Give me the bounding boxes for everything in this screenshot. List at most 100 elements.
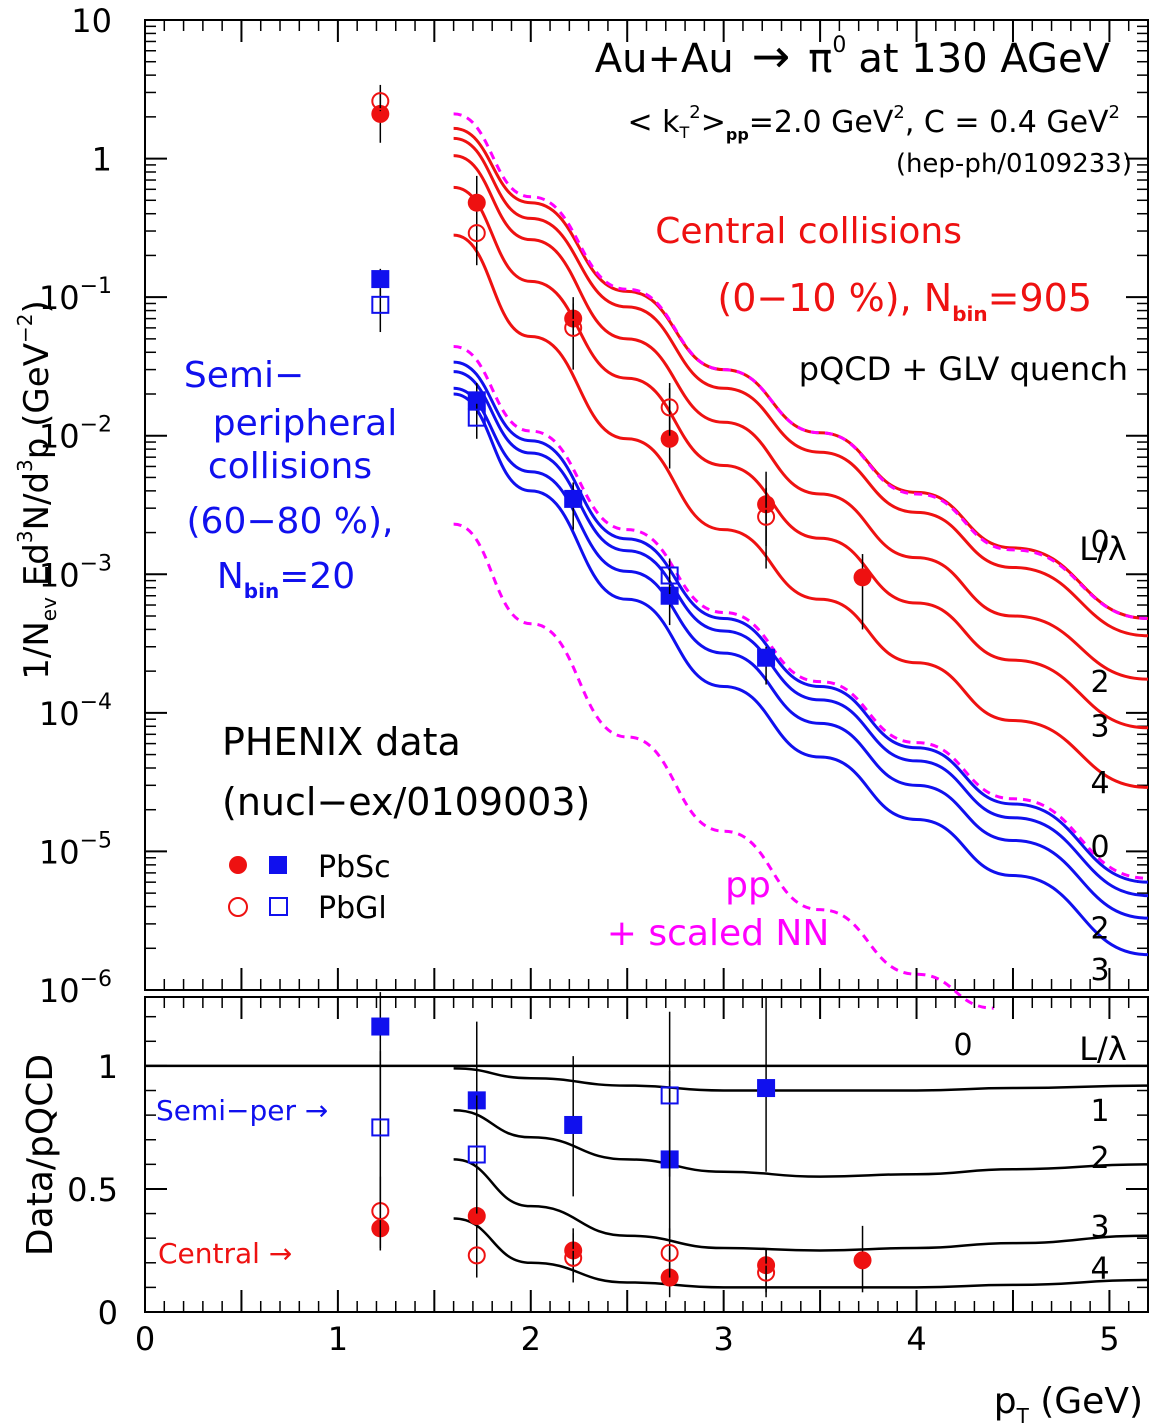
data-point-filled-circle (371, 104, 390, 123)
phenix-label: PHENIX data (222, 720, 461, 764)
bottom-curve-labels: 0 1 2 3 4 (953, 1028, 1109, 1287)
y-tick-label: 10−1 (39, 274, 112, 317)
curve-label: 3 (1090, 709, 1109, 744)
y-tick-label: 10 (71, 2, 112, 40)
data-point-filled-square (371, 270, 390, 289)
legend-pbsc: PbSc (318, 850, 391, 885)
data-point-open-square (660, 566, 679, 585)
semi-peripheral-label: Semi− peripheral collisions (60−80 %), N… (184, 355, 397, 603)
l-lambda-label-bottom: L/λ (1079, 1030, 1127, 1068)
curve-semi-solid (453, 386, 1149, 920)
data-point-filled-square (660, 586, 679, 605)
y-tick-label: 0 (98, 1294, 118, 1332)
data-point-open-circle (371, 92, 390, 111)
bottom-y-axis-label: Data/pQCD (20, 1054, 61, 1256)
y-tick-label: 10−6 (39, 967, 112, 1010)
data-point-filled-square (757, 1079, 776, 1098)
legend-open-circle (228, 897, 248, 917)
data-point-open-square (467, 1145, 486, 1164)
curve-semi-solid (453, 392, 1149, 957)
data-point-open-square (371, 295, 390, 314)
y-tick-label: 10−4 (39, 690, 112, 733)
data-point-open-circle (660, 398, 679, 417)
y-tick-label: 10−3 (39, 551, 112, 594)
x-tick-label: 3 (713, 1320, 733, 1358)
curve-central-solid (453, 154, 1149, 681)
semi-label-line-3: collisions (208, 446, 372, 487)
data-point-open-circle (467, 224, 486, 243)
ratio-curve-3 (453, 1158, 1149, 1252)
pp-scaled-label: + scaled NN (607, 913, 830, 954)
y-tick-label: 1 (98, 1048, 118, 1086)
curve-label: 2 (1090, 665, 1109, 700)
data-point-open-circle (564, 318, 583, 337)
bottom-axis-ticks (144, 997, 1149, 1313)
curve-label: 3 (1090, 953, 1109, 988)
legend-pbgl: PbGl (318, 891, 387, 926)
x-axis-label: pT (GeV) (994, 1381, 1143, 1428)
phenix-reference: (nucl−ex/0109003) (222, 780, 590, 824)
ratio-curve-4 (453, 1217, 1149, 1289)
data-point-filled-square (757, 648, 776, 667)
y-tick-label: 1 (92, 141, 112, 179)
ratio-curve-label: 4 (1090, 1252, 1109, 1287)
x-tick-label: 0 (135, 1320, 155, 1358)
curve-central-pp-dashed (453, 112, 1149, 620)
bottom-plot-frame (144, 996, 1149, 1313)
data-point-open-square (467, 408, 486, 427)
legend-filled-square (269, 856, 287, 874)
data-point-open-circle (757, 1263, 776, 1282)
data-point-filled-circle (467, 1207, 486, 1226)
ratio-curve-2 (453, 1108, 1149, 1178)
central-label: Central → (158, 1237, 292, 1270)
central-collisions-label: Central collisions (655, 211, 962, 252)
semi-label-line-5: Nbin=20 (217, 556, 355, 603)
curve-central-solid (453, 185, 1149, 730)
semi-label-line-2: peripheral (213, 403, 397, 444)
curve-label: 0 (1090, 525, 1109, 560)
data-point-filled-circle (660, 429, 679, 448)
x-tick-label: 4 (906, 1320, 926, 1358)
x-tick-labels: 0 1 2 3 4 5 (135, 1320, 1120, 1358)
ratio-curve-label: 3 (1090, 1210, 1109, 1245)
y-tick-label: 0.5 (67, 1171, 118, 1209)
data-point-filled-circle (467, 193, 486, 212)
data-point-filled-square (564, 489, 583, 508)
pp-label: pp (725, 865, 771, 906)
y-tick-label: 10−2 (39, 413, 112, 456)
top-curve-labels: 0 2 3 4 0 2 3 (1090, 525, 1109, 988)
bottom-data-points (371, 992, 872, 1298)
x-tick-label: 1 (328, 1320, 348, 1358)
top-panel: 10 1 10−1 10−2 10−3 10−4 10−5 10−6 1/Nev Ed3N/d… (13, 2, 1149, 1010)
data-point-filled-circle (853, 568, 872, 587)
data-point-filled-square (564, 1115, 583, 1134)
data-point-filled-square (371, 1017, 390, 1036)
top-y-axis-ticks (144, 19, 1149, 991)
top-y-axis-tick-labels: 10 1 10−1 10−2 10−3 10−4 10−5 10−6 (39, 2, 112, 1010)
y-tick-label: 10−5 (39, 828, 112, 871)
chart-title: Au+Au → π0 at 130 AGeV (595, 29, 1111, 83)
data-point-filled-square (467, 391, 486, 410)
curve-label: 4 (1090, 766, 1109, 801)
semi-label-line-4: (60−80 %), (187, 501, 394, 542)
data-point-open-square (371, 1118, 390, 1137)
kt-parameters: < kT2>pp=2.0 GeV2, C = 0.4 GeV2 (627, 102, 1120, 144)
model-label: pQCD + GLV quench (799, 350, 1128, 388)
data-point-open-circle (467, 1246, 486, 1265)
central-centrality-label: (0−10 %), Nbin=905 (717, 276, 1092, 326)
bottom-y-tick-labels: 00.51 (67, 1048, 118, 1332)
legend: PbSc PbGl (228, 850, 391, 926)
x-tick-label: 5 (1099, 1320, 1119, 1358)
l-lambda-label-top: L/λ (1079, 530, 1127, 568)
data-point-open-circle (660, 1243, 679, 1262)
data-point-open-circle (757, 507, 776, 526)
ratio-curve-label: 1 (1090, 1094, 1109, 1129)
semi-label-line-1: Semi− (184, 355, 304, 396)
curve-central-solid (453, 136, 1149, 638)
data-point-open-square (660, 1086, 679, 1105)
data-point-filled-circle (853, 1251, 872, 1270)
ratio-curve-label: 0 (953, 1028, 972, 1063)
legend-open-square (269, 897, 288, 916)
